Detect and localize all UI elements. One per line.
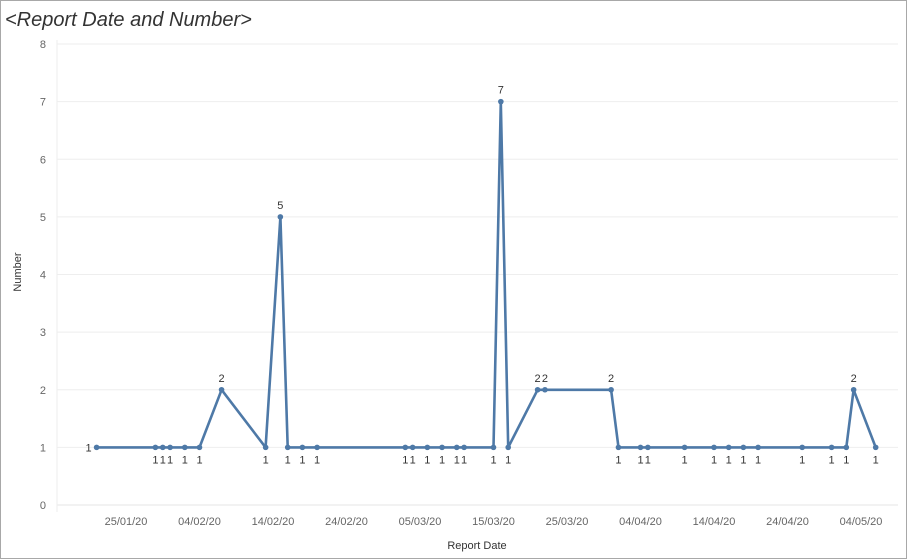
data-label: 1 [755,454,761,466]
y-axis-title: Number [12,252,24,291]
data-point [799,444,805,451]
x-axis-title: Report Date [447,540,506,552]
data-label: 1 [637,454,643,466]
data-point [424,444,431,451]
data-label: 1 [439,454,445,466]
data-label: 7 [498,85,504,97]
data-label: 1 [645,454,651,466]
data-point [409,444,416,451]
data-label: 1 [682,454,688,466]
data-label: 2 [542,373,548,385]
x-tick-label: 05/03/20 [399,516,442,528]
data-label: 5 [277,200,283,212]
data-label: 1 [196,454,202,466]
data-point [850,386,857,393]
data-point [615,444,622,451]
x-tick-label: 04/04/20 [619,516,662,528]
data-label: 1 [263,454,269,466]
data-point [608,386,614,393]
data-label: 1 [85,442,91,454]
data-label: 1 [711,454,717,466]
data-point [277,214,284,220]
x-tick-label: 04/05/20 [840,516,883,528]
data-point [461,444,467,451]
data-label: 1 [424,454,430,466]
data-label: 1 [461,454,467,466]
data-point [218,386,225,393]
x-tick-label: 24/04/20 [766,516,809,528]
data-point [637,444,644,451]
data-point [542,386,548,393]
data-label: 1 [454,454,460,466]
data-point [645,444,651,451]
data-label: 1 [160,454,166,466]
data-label: 1 [299,454,305,466]
data-label: 2 [608,373,614,385]
data-label: 1 [285,454,291,466]
data-point [711,444,717,451]
x-tick-label: 14/04/20 [693,516,736,528]
data-label: 1 [410,454,416,466]
data-label: 1 [799,454,805,466]
data-point [152,444,159,451]
y-tick-label: 7 [40,97,46,109]
data-point [740,444,747,451]
data-label: 1 [152,454,158,466]
data-label: 2 [535,373,541,385]
data-point [167,444,173,451]
data-point [681,444,688,451]
data-point [843,444,850,451]
data-label: 1 [402,454,408,466]
data-label: 1 [167,454,173,466]
x-tick-label: 04/02/20 [178,516,221,528]
y-tick-label: 5 [40,212,46,224]
x-tick-label: 25/01/20 [105,516,148,528]
data-label: 2 [851,373,857,385]
data-label: 1 [843,454,849,466]
data-point [725,444,732,451]
data-point [196,444,203,451]
data-point [262,444,269,451]
data-point [453,444,460,451]
y-tick-label: 3 [40,327,46,339]
data-point [490,444,497,451]
data-label: 1 [873,454,879,466]
data-label: 1 [490,454,496,466]
data-point [505,444,512,451]
x-tick-label: 15/03/20 [472,516,515,528]
data-label: 1 [182,454,188,466]
data-label: 1 [829,454,835,466]
data-label: 1 [615,454,621,466]
data-label: 1 [726,454,732,466]
data-point [828,444,835,451]
data-point [182,444,188,451]
y-tick-label: 4 [40,270,46,282]
y-tick-label: 8 [40,39,46,51]
data-point [159,444,166,451]
data-point [534,386,541,393]
chart-title: <Report Date and Number> [5,9,252,31]
data-point [439,444,445,451]
data-point [93,444,100,451]
data-point [314,444,320,451]
data-label: 1 [314,454,320,466]
data-point [299,444,306,451]
data-point [498,98,504,105]
y-tick-label: 2 [40,385,46,397]
y-tick-label: 0 [40,500,46,512]
data-label: 1 [740,454,746,466]
data-point [284,444,291,451]
data-label: 1 [505,454,511,466]
x-tick-label: 14/02/20 [252,516,295,528]
x-tick-label: 25/03/20 [546,516,589,528]
y-tick-label: 6 [40,154,46,166]
data-point [755,444,761,451]
y-tick-label: 1 [40,442,46,454]
data-label: 2 [218,373,224,385]
x-tick-label: 24/02/20 [325,516,368,528]
data-point [872,444,879,451]
data-point [402,444,409,451]
